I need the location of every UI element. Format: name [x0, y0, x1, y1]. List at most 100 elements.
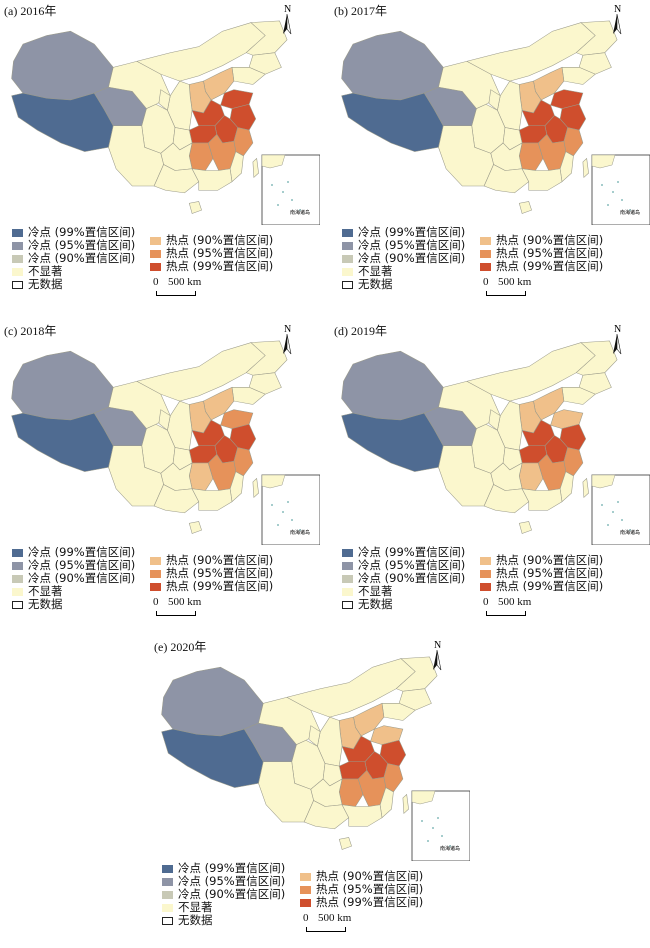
south-china-sea-inset: 南海诸岛 — [261, 154, 320, 225]
south-china-sea-inset: 南海诸岛 — [591, 154, 650, 225]
legend-label: 不显著 — [28, 264, 63, 278]
legend-left: 冷点 (99%置信区间) 冷点 (95%置信区间) 冷点 (90%置信区间) 不显著无… — [12, 226, 135, 291]
legend-label: 热点 (95%置信区间) — [166, 566, 274, 580]
legend-label: 热点 (99%置信区间) — [496, 259, 604, 273]
china-map: N 南海诸岛 — [11, 4, 320, 225]
legend-label: 冷点 (90%置信区间) — [28, 571, 136, 585]
legend-item-cold95: 冷点 (95%置信区间) — [342, 239, 465, 252]
province-jilin — [578, 372, 612, 395]
legend-item-hot90: 热点 (90%置信区间) — [300, 870, 423, 883]
legend-item-cold99: 冷点 (99%置信区间) — [162, 862, 285, 875]
legend-swatch — [12, 254, 23, 263]
panel-title: (c) 2018年 — [4, 324, 57, 338]
province-yunnan — [108, 125, 164, 187]
legend-label: 冷点 (95%置信区间) — [178, 874, 286, 888]
legend-swatch — [150, 569, 161, 578]
china-map: N 南海诸岛 — [161, 640, 470, 861]
legend-item-cold99: 冷点 (99%置信区间) — [12, 226, 135, 239]
legend-label: 热点 (99%置信区间) — [316, 895, 424, 909]
legend-swatch — [480, 262, 491, 271]
province-taiwan — [252, 477, 259, 498]
legend-label: 热点 (90%置信区间) — [166, 233, 274, 247]
legend-swatch — [342, 241, 353, 250]
legend-item-nodata: 无数据 — [12, 278, 135, 291]
legend-swatch — [480, 582, 491, 591]
legend-label: 无数据 — [28, 277, 63, 291]
legend-label: 不显著 — [358, 264, 393, 278]
north-label: N — [434, 640, 441, 651]
legend-swatch — [150, 236, 161, 245]
legend-item-ns: 不显著 — [162, 901, 285, 914]
province-taiwan — [582, 477, 589, 498]
legend-item-hot95: 热点 (95%置信区间) — [150, 247, 273, 260]
legend-label: 热点 (90%置信区间) — [496, 553, 604, 567]
legend-swatch — [300, 898, 311, 907]
province-hainan — [518, 521, 532, 534]
province-xizang — [161, 728, 264, 788]
legend-swatch — [480, 556, 491, 565]
scale-zero: 0 — [303, 912, 309, 924]
legend-item-ns: 不显著 — [342, 265, 465, 278]
province-xinjiang — [341, 30, 444, 101]
legend-right: 热点 (90%置信区间) 热点 (95%置信区间) 热点 (99%置信区间) — [150, 234, 273, 273]
legend-label: 冷点 (99%置信区间) — [28, 225, 136, 239]
legend-swatch — [150, 249, 161, 258]
map-panel: (c) 2018年 N 南海诸岛 冷点 (99%置信区间) 冷点 (95%置信区间) 冷点… — [0, 320, 325, 632]
legend-label: 热点 (99%置信区间) — [166, 579, 274, 593]
legend-label: 热点 (95%置信区间) — [496, 566, 604, 580]
legend-item-cold95: 冷点 (95%置信区间) — [342, 559, 465, 572]
scale-label: 500 km — [318, 912, 352, 924]
province-xizang — [11, 92, 114, 152]
scale-bar: 0 500 km — [480, 596, 560, 620]
legend-item-cold90: 冷点 (90%置信区间) — [12, 572, 135, 585]
legend-swatch — [12, 574, 23, 583]
province-yunnan — [258, 761, 314, 823]
panel-title: (e) 2020年 — [154, 640, 207, 654]
legend-swatch — [162, 864, 173, 873]
inset-label: 南海诸岛 — [290, 209, 310, 216]
scale-zero: 0 — [483, 276, 489, 288]
panel-title: (d) 2019年 — [334, 324, 387, 338]
scale-line — [486, 291, 526, 296]
legend-item-ns: 不显著 — [12, 265, 135, 278]
legend-swatch — [300, 885, 311, 894]
province-yunnan — [108, 445, 164, 507]
legend-item-cold99: 冷点 (99%置信区间) — [342, 226, 465, 239]
legend-right: 热点 (90%置信区间) 热点 (95%置信区间) 热点 (99%置信区间) — [480, 234, 603, 273]
panel-title: (a) 2016年 — [4, 4, 57, 18]
legend-item-cold99: 冷点 (99%置信区间) — [342, 546, 465, 559]
legend-item-ns: 不显著 — [342, 585, 465, 598]
legend-item-hot95: 热点 (95%置信区间) — [300, 883, 423, 896]
legend-item-hot99: 热点 (99%置信区间) — [300, 896, 423, 909]
legend-label: 热点 (95%置信区间) — [166, 246, 274, 260]
legend-swatch — [150, 582, 161, 591]
province-guangxi — [153, 484, 200, 514]
province-jilin — [248, 372, 282, 395]
legend-label: 冷点 (99%置信区间) — [178, 861, 286, 875]
scale-bar: 0 500 km — [150, 276, 230, 300]
legend-label: 无数据 — [28, 597, 63, 611]
legend-swatch — [342, 587, 353, 596]
south-china-sea-inset: 南海诸岛 — [411, 790, 470, 861]
legend-swatch — [162, 890, 173, 899]
south-china-sea-inset: 南海诸岛 — [591, 474, 650, 545]
province-xizang — [11, 412, 114, 472]
legend-label: 无数据 — [178, 913, 213, 927]
legend-right: 热点 (90%置信区间) 热点 (95%置信区间) 热点 (99%置信区间) — [150, 554, 273, 593]
legend-item-cold90: 冷点 (90%置信区间) — [342, 572, 465, 585]
legend-label: 冷点 (99%置信区间) — [358, 225, 466, 239]
north-label: N — [614, 4, 621, 15]
legend-item-cold95: 冷点 (95%置信区间) — [162, 875, 285, 888]
legend-item-cold90: 冷点 (90%置信区间) — [162, 888, 285, 901]
legend-item-nodata: 无数据 — [12, 598, 135, 611]
legend-swatch — [12, 241, 23, 250]
scale-line — [156, 291, 196, 296]
province-zhejiang — [233, 447, 254, 477]
legend-item-ns: 不显著 — [12, 585, 135, 598]
map-panel: (b) 2017年 N 南海诸岛 冷点 (99%置信区间) 冷点 (95%置信区间) 冷点… — [330, 0, 650, 312]
province-xizang — [341, 412, 444, 472]
legend-label: 热点 (99%置信区间) — [496, 579, 604, 593]
north-label: N — [614, 324, 621, 335]
province-guangxi — [303, 800, 350, 830]
legend-item-nodata: 无数据 — [342, 598, 465, 611]
